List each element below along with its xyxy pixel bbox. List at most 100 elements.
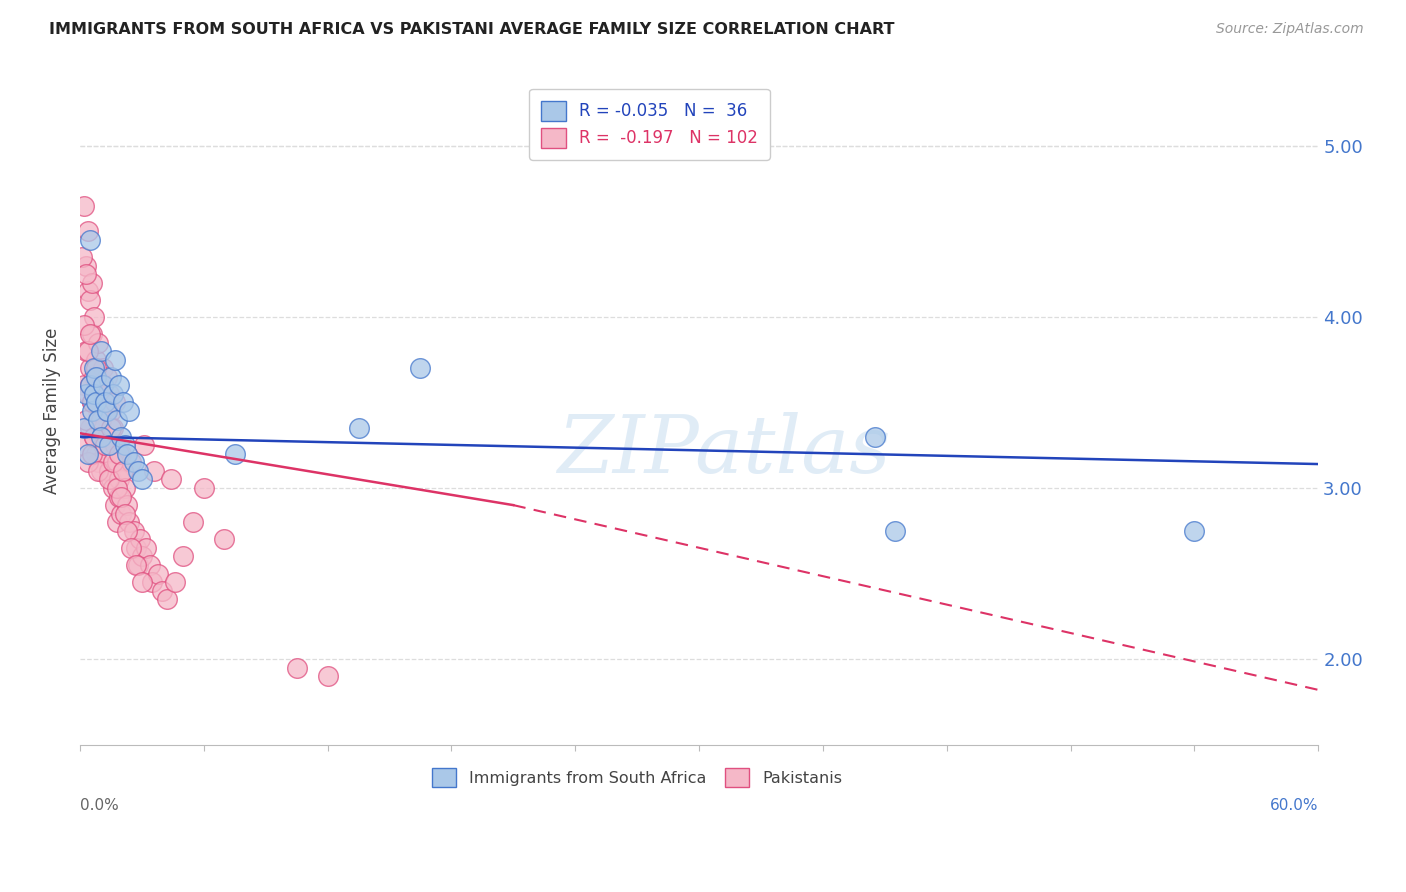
- Point: [108, 473, 131, 487]
- Point: [114, 507, 136, 521]
- Point: [141, 575, 163, 590]
- Point: [93, 395, 115, 409]
- Point: [86, 447, 108, 461]
- Point: [82, 447, 104, 461]
- Point: [101, 387, 124, 401]
- Point: [83, 310, 105, 324]
- Point: [79, 361, 101, 376]
- Point: [77, 387, 100, 401]
- Point: [155, 592, 177, 607]
- Point: [82, 404, 104, 418]
- Point: [87, 455, 110, 469]
- Point: [77, 447, 100, 461]
- Point: [77, 344, 100, 359]
- Point: [148, 566, 170, 581]
- Point: [75, 267, 97, 281]
- Point: [193, 481, 215, 495]
- Point: [285, 660, 308, 674]
- Point: [97, 464, 120, 478]
- Point: [118, 515, 141, 529]
- Point: [83, 430, 105, 444]
- Point: [127, 464, 149, 478]
- Point: [122, 455, 145, 469]
- Point: [104, 352, 127, 367]
- Point: [82, 395, 104, 409]
- Point: [114, 438, 136, 452]
- Point: [83, 361, 105, 376]
- Point: [110, 507, 132, 521]
- Point: [86, 361, 108, 376]
- Point: [89, 430, 111, 444]
- Point: [73, 199, 96, 213]
- Point: [118, 404, 141, 418]
- Point: [101, 455, 124, 469]
- Point: [77, 455, 100, 469]
- Point: [104, 438, 127, 452]
- Point: [82, 276, 104, 290]
- Point: [73, 378, 96, 392]
- Point: [172, 549, 194, 564]
- Point: [87, 412, 110, 426]
- Point: [97, 387, 120, 401]
- Point: [1184, 524, 1206, 538]
- Text: ZIPatlas: ZIPatlas: [557, 412, 890, 490]
- Point: [101, 481, 124, 495]
- Point: [91, 438, 114, 452]
- Point: [83, 387, 105, 401]
- Point: [83, 430, 105, 444]
- Point: [108, 378, 131, 392]
- Point: [139, 558, 162, 572]
- Point: [122, 524, 145, 538]
- Point: [77, 224, 100, 238]
- Point: [91, 378, 114, 392]
- Point: [86, 395, 108, 409]
- Point: [79, 326, 101, 341]
- Point: [89, 421, 111, 435]
- Point: [97, 473, 120, 487]
- Point: [91, 378, 114, 392]
- Point: [163, 575, 186, 590]
- Point: [79, 233, 101, 247]
- Point: [87, 464, 110, 478]
- Point: [96, 430, 118, 444]
- Point: [105, 455, 128, 469]
- Point: [93, 447, 115, 461]
- Point: [75, 259, 97, 273]
- Point: [89, 464, 111, 478]
- Point: [100, 404, 122, 418]
- Point: [75, 412, 97, 426]
- Point: [124, 541, 146, 555]
- Point: [100, 421, 122, 435]
- Point: [108, 447, 131, 461]
- Point: [110, 447, 132, 461]
- Point: [110, 490, 132, 504]
- Point: [73, 318, 96, 333]
- Point: [117, 447, 139, 461]
- Point: [117, 498, 139, 512]
- Point: [96, 404, 118, 418]
- Point: [100, 473, 122, 487]
- Point: [117, 524, 139, 538]
- Point: [409, 361, 432, 376]
- Point: [124, 558, 146, 572]
- Point: [79, 293, 101, 307]
- Y-axis label: Average Family Size: Average Family Size: [44, 328, 60, 494]
- Point: [112, 395, 135, 409]
- Point: [214, 533, 236, 547]
- Text: 60.0%: 60.0%: [1270, 798, 1319, 813]
- Point: [91, 361, 114, 376]
- Point: [121, 541, 143, 555]
- Point: [884, 524, 907, 538]
- Point: [104, 395, 127, 409]
- Point: [135, 541, 157, 555]
- Point: [100, 369, 122, 384]
- Point: [105, 481, 128, 495]
- Point: [93, 395, 115, 409]
- Point: [863, 430, 886, 444]
- Point: [89, 378, 111, 392]
- Point: [73, 421, 96, 435]
- Point: [77, 285, 100, 299]
- Point: [143, 464, 166, 478]
- Point: [97, 438, 120, 452]
- Point: [83, 369, 105, 384]
